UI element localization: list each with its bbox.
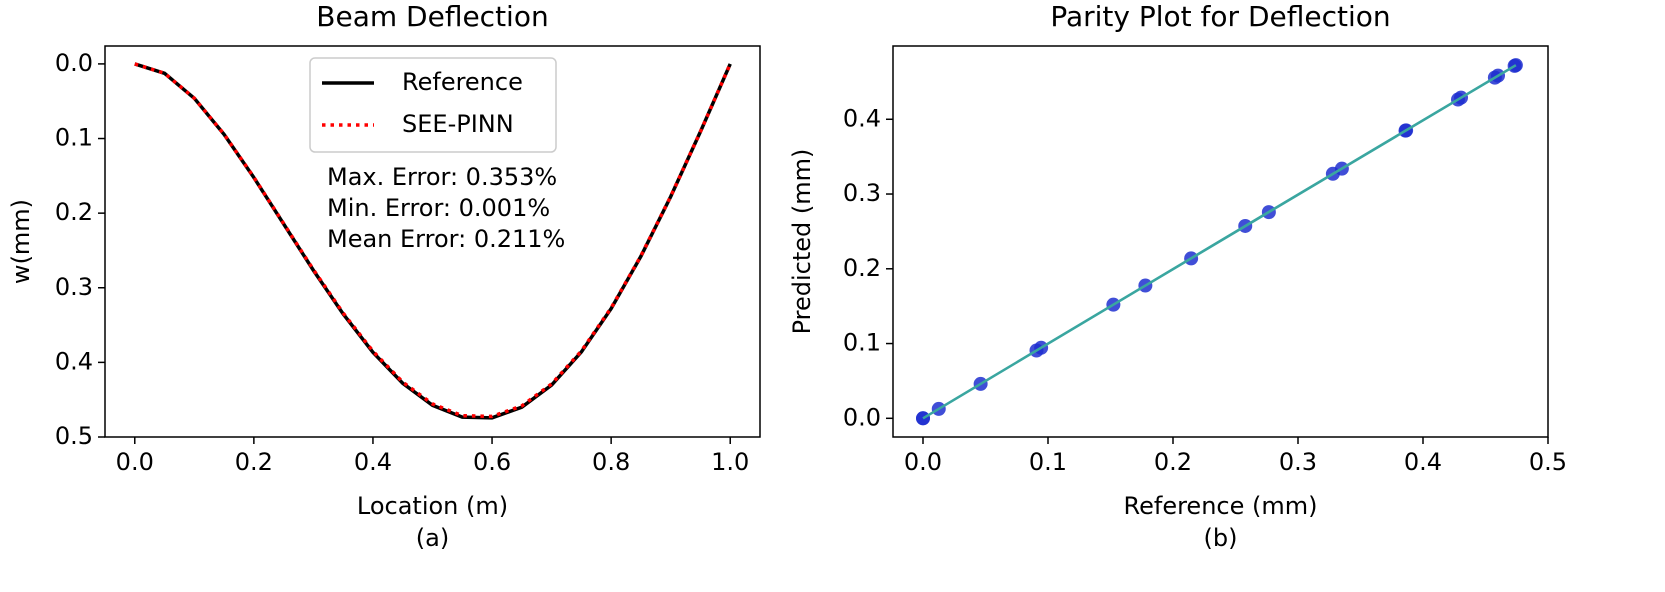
chart-title: Parity Plot for Deflection [1050, 0, 1390, 33]
chart-title: Beam Deflection [316, 0, 548, 33]
fit-line [922, 64, 1517, 420]
y-tick-label: 0.2 [843, 254, 881, 282]
x-tick-label: 0.2 [235, 448, 273, 476]
annotation: Max. Error: 0.353% [327, 163, 557, 191]
x-axis-label: Reference (mm) [1124, 492, 1318, 520]
x-tick-label: 0.0 [116, 448, 154, 476]
y-tick-label: 0.1 [843, 329, 881, 357]
y-tick-label: 0.1 [55, 124, 93, 152]
y-tick-label: 0.2 [55, 198, 93, 226]
y-axis-label: Predicted (mm) [788, 149, 816, 335]
y-tick-label: 0.0 [55, 49, 93, 77]
y-tick-label: 0.3 [55, 273, 93, 301]
x-tick-label: 0.5 [1529, 448, 1567, 476]
x-tick-label: 0.8 [592, 448, 630, 476]
annotation: Min. Error: 0.001% [327, 194, 550, 222]
annotation: Mean Error: 0.211% [327, 225, 565, 253]
x-axis-label: Location (m) [357, 492, 508, 520]
y-tick-label: 0.3 [843, 179, 881, 207]
legend-label: SEE-PINN [402, 110, 514, 138]
x-tick-label: 0.2 [1154, 448, 1192, 476]
plot-frame [104, 45, 761, 438]
x-tick-label: 0.1 [1029, 448, 1067, 476]
x-tick-label: 0.3 [1279, 448, 1317, 476]
x-tick-label: 0.4 [1404, 448, 1442, 476]
legend-label: Reference [402, 68, 523, 96]
x-tick-label: 0.6 [473, 448, 511, 476]
data-line [134, 62, 732, 419]
caption: (a) [416, 524, 449, 552]
y-tick-label: 0.0 [843, 403, 881, 431]
x-tick-label: 0.4 [354, 448, 392, 476]
x-tick-label: 0.0 [904, 448, 942, 476]
plot-frame [892, 45, 1549, 438]
x-tick-label: 1.0 [711, 448, 749, 476]
y-axis-label: w(mm) [7, 199, 35, 284]
y-tick-label: 0.5 [55, 422, 93, 450]
caption: (b) [1204, 524, 1238, 552]
y-tick-label: 0.4 [843, 104, 881, 132]
y-tick-label: 0.4 [55, 347, 93, 375]
